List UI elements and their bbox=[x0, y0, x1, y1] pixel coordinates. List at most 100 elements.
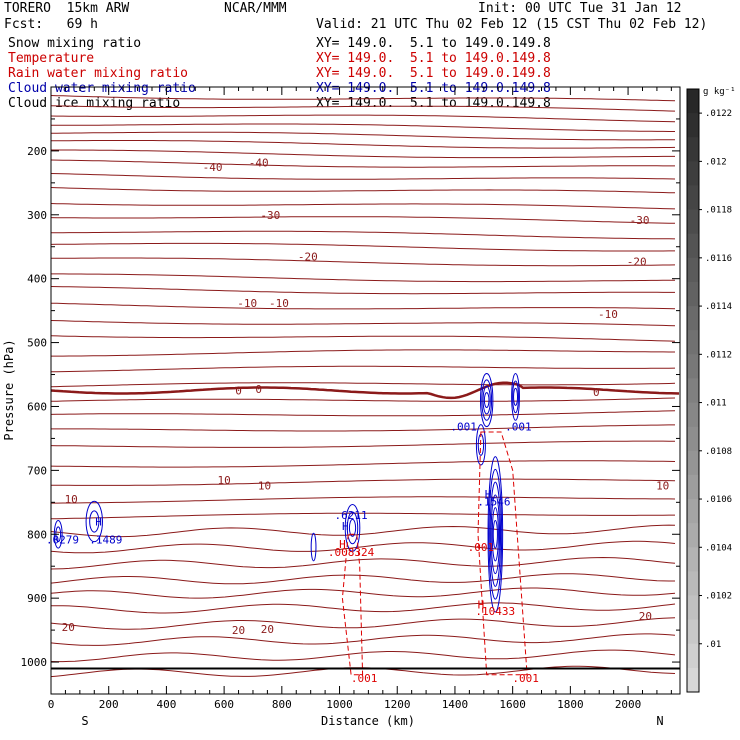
legend-snow: Snow mixing ratio bbox=[8, 36, 142, 51]
isotherm-line bbox=[50, 512, 675, 520]
temperature-label: -40 bbox=[249, 156, 269, 169]
cloud-water-contour bbox=[492, 519, 498, 549]
colorbar-swatch bbox=[687, 89, 699, 114]
colorbar-tick-label: .0122 bbox=[705, 109, 732, 119]
isotherm-line bbox=[50, 95, 676, 102]
isotherm-line bbox=[51, 257, 676, 267]
isotherm-line bbox=[50, 617, 676, 630]
colorbar-swatch bbox=[687, 499, 699, 524]
isotherm-line bbox=[51, 230, 676, 240]
cloud-water-contour bbox=[346, 511, 359, 545]
temperature-contours bbox=[50, 95, 680, 678]
center-label: NCAR/MMM bbox=[224, 1, 287, 16]
rain-water-contour bbox=[341, 533, 364, 676]
colorbar-tick-label: .0104 bbox=[705, 543, 732, 553]
y-tick-label: 300 bbox=[27, 209, 47, 222]
colorbar-swatch bbox=[687, 547, 699, 572]
isotherm-line bbox=[50, 105, 676, 112]
isotherm-line bbox=[50, 335, 676, 342]
isotherm-line bbox=[50, 440, 675, 448]
model-title: TORERO 15km ARW bbox=[4, 1, 130, 16]
colorbar: g kg⁻¹ .0122 .012 .0118 .0116 .0114 .0112 .011.… bbox=[686, 87, 736, 693]
cloud-water-contour bbox=[511, 372, 520, 421]
legend-snow-xy: XY= 149.0. 5.1 to 149.0.149.8 bbox=[316, 36, 551, 51]
cloud-water-contours bbox=[53, 372, 520, 613]
isotherm-line bbox=[50, 187, 676, 194]
cloud-water-contour bbox=[489, 481, 502, 587]
cloud-water-contour bbox=[482, 385, 491, 415]
init-time: Init: 00 UTC Tue 31 Jan 12 bbox=[478, 1, 682, 16]
temperature-label: 10 bbox=[65, 493, 78, 506]
isotherm-line bbox=[50, 365, 676, 373]
isotherm-line bbox=[50, 410, 676, 417]
legend-temperature: Temperature bbox=[8, 51, 95, 66]
colorbar-swatch bbox=[687, 426, 699, 452]
cloud-water-contour bbox=[512, 380, 519, 414]
temperature-label: -30 bbox=[630, 214, 650, 227]
colorbar-tick-label: .012 bbox=[705, 157, 727, 167]
cloud-water-label: H bbox=[95, 516, 102, 529]
rain-water-label: .001 bbox=[468, 541, 495, 554]
temperature-label: 10 bbox=[258, 480, 271, 493]
isotherm-line bbox=[51, 140, 676, 149]
cloud-water-contour bbox=[488, 468, 503, 600]
cloud-water-label: .001 bbox=[505, 420, 532, 433]
cloud-water-label: .0279 bbox=[46, 533, 79, 546]
legend-cloud-water-xy: XY= 149.0. 5.1 to 149.0.149.8 bbox=[316, 81, 551, 96]
colorbar-swatch bbox=[687, 595, 699, 621]
x-tick-label: 2000 bbox=[615, 698, 642, 711]
cloud-water-contour bbox=[491, 507, 499, 562]
isotherm-line bbox=[50, 382, 676, 388]
rain-water-contours bbox=[341, 431, 528, 676]
isotherm-line bbox=[50, 114, 676, 123]
colorbar-tick-label: .0112 bbox=[705, 350, 732, 360]
cloud-water-contour bbox=[481, 379, 493, 421]
colorbar-tick-label: .01 bbox=[705, 640, 721, 650]
x-tick-label: 800 bbox=[272, 698, 292, 711]
y-tick-label: 400 bbox=[27, 273, 47, 286]
cloud-water-label: .1546 bbox=[477, 496, 510, 509]
colorbar-swatch bbox=[687, 282, 699, 307]
y-tick-label: 600 bbox=[27, 400, 47, 413]
colorbar-swatch bbox=[687, 643, 699, 669]
rain-water-label: .008324 bbox=[328, 546, 375, 559]
x-tick-label: 1200 bbox=[384, 698, 411, 711]
isotherm-line bbox=[51, 349, 675, 357]
temperature-label: 0 bbox=[235, 385, 242, 398]
y-tick-label: 200 bbox=[27, 145, 47, 158]
temperature-label: 20 bbox=[232, 624, 245, 637]
cloud-water-contour bbox=[89, 510, 100, 533]
colorbar-swatch bbox=[687, 209, 699, 235]
isotherm-line bbox=[50, 203, 676, 210]
cloud-water-label: .1489 bbox=[89, 533, 122, 546]
colorbar-swatch bbox=[687, 161, 699, 186]
y-tick-label: 700 bbox=[27, 464, 47, 477]
cloud-water-label: .001 bbox=[450, 420, 477, 433]
y-tick-label: 800 bbox=[27, 528, 47, 541]
colorbar-swatch bbox=[687, 306, 699, 331]
colorbar-tick-label: .0114 bbox=[705, 302, 732, 312]
isotherm-line bbox=[50, 587, 676, 599]
rain-water-label: .001 bbox=[512, 672, 539, 685]
cloud-water-contour bbox=[513, 387, 519, 406]
cloud-water-contour bbox=[475, 424, 486, 466]
colorbar-tick-label: .0106 bbox=[705, 495, 732, 505]
isotherm-line bbox=[50, 159, 675, 168]
isotherm-line bbox=[50, 286, 675, 295]
x-tick-label: 1000 bbox=[326, 698, 353, 711]
isotherm-line bbox=[50, 320, 676, 327]
x-tick-label: 400 bbox=[156, 698, 176, 711]
forecast-hour: Fcst: 69 h bbox=[4, 17, 98, 32]
temperature-label: 20 bbox=[62, 621, 75, 634]
x-tick-label: 1400 bbox=[442, 698, 469, 711]
isotherm-line bbox=[50, 460, 676, 468]
temperature-label: -30 bbox=[260, 209, 280, 222]
temperature-label: 20 bbox=[261, 623, 274, 636]
isotherm-line bbox=[51, 123, 675, 132]
cloud-water-label: H bbox=[485, 488, 492, 501]
endpoint-north: N bbox=[656, 714, 663, 728]
isotherm-line bbox=[50, 602, 676, 614]
cloud-water-contour bbox=[310, 532, 317, 562]
rain-water-label: H bbox=[339, 538, 346, 551]
isotherm-line bbox=[50, 173, 676, 180]
